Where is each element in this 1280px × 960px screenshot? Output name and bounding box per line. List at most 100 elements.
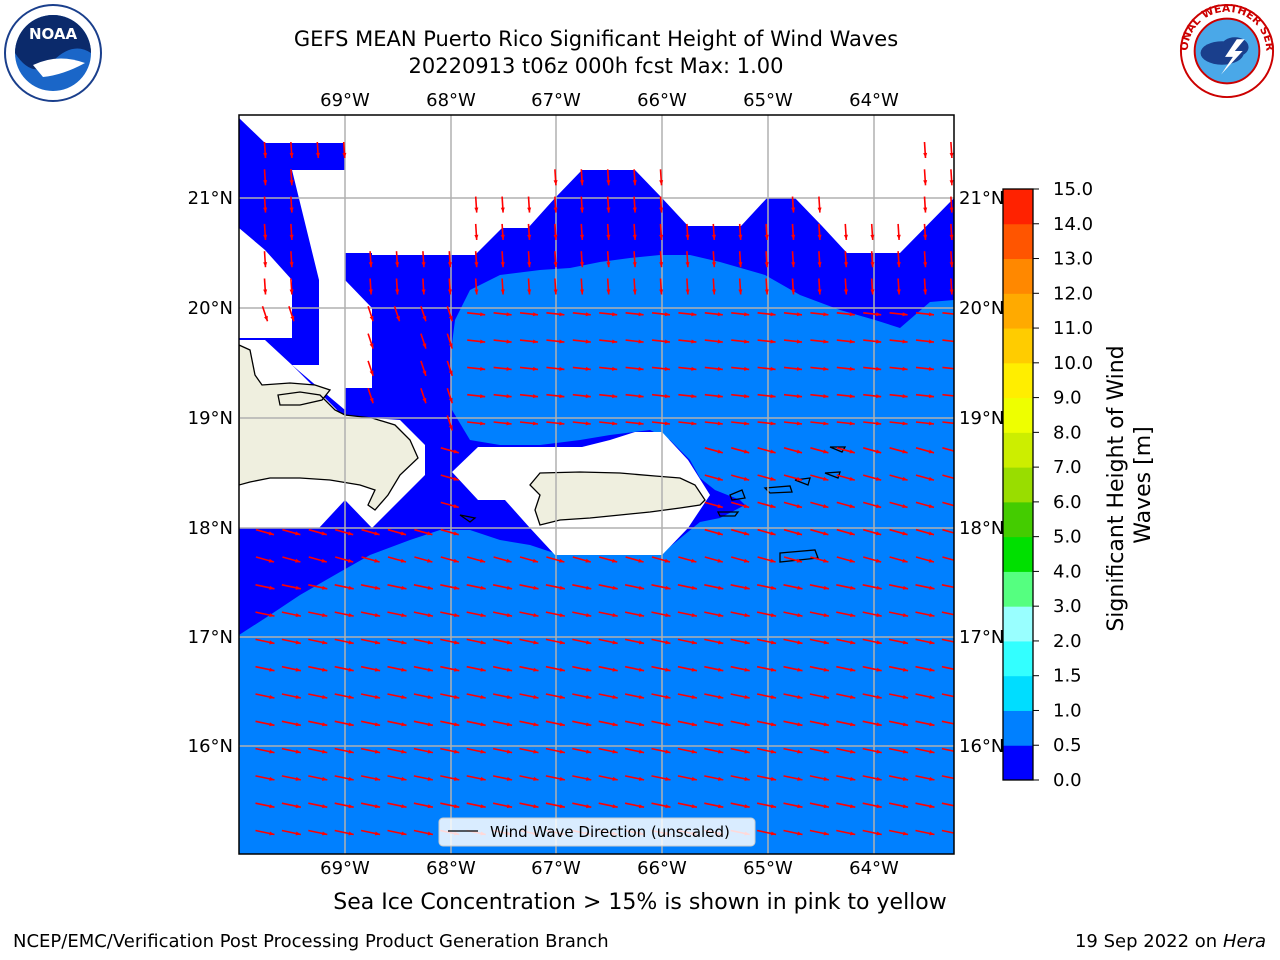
wave-direction-arrow bbox=[704, 421, 723, 426]
wave-direction-arrow bbox=[836, 720, 856, 727]
wave-direction-arrow bbox=[756, 665, 777, 672]
colorbar-segment bbox=[1003, 675, 1033, 711]
wave-direction-arrow bbox=[757, 556, 776, 563]
wave-direction-arrow bbox=[447, 278, 452, 295]
lat-label-right: 21°N bbox=[959, 188, 1004, 209]
wave-direction-arrow bbox=[888, 829, 909, 836]
wave-direction-arrow bbox=[308, 693, 328, 699]
wave-direction-arrow bbox=[915, 393, 935, 399]
lon-label-bottom: 69°W bbox=[320, 858, 370, 879]
wave-direction-arrow bbox=[606, 251, 611, 268]
wave-direction-arrow bbox=[678, 339, 697, 344]
wave-direction-arrow bbox=[889, 556, 908, 563]
wave-direction-arrow bbox=[368, 278, 373, 295]
lon-label-bottom: 68°W bbox=[426, 858, 476, 879]
wave-direction-arrow bbox=[651, 638, 671, 645]
wave-direction-arrow bbox=[941, 665, 954, 671]
wave-direction-arrow bbox=[519, 421, 539, 426]
wave-direction-arrow bbox=[889, 393, 908, 399]
wave-direction-arrow bbox=[731, 312, 750, 317]
colorbar-segment bbox=[1003, 432, 1033, 468]
noaa-logo-icon: NOAA bbox=[4, 4, 102, 102]
wave-direction-arrow bbox=[678, 421, 697, 426]
wave-direction-arrow bbox=[519, 802, 539, 809]
wave-direction-arrow bbox=[360, 802, 381, 809]
wave-direction-arrow bbox=[474, 278, 479, 295]
wave-direction-arrow bbox=[545, 693, 566, 699]
lat-label-left: 16°N bbox=[188, 736, 233, 757]
wave-direction-arrow bbox=[553, 196, 558, 213]
wave-direction-arrow bbox=[395, 278, 400, 295]
wave-direction-arrow bbox=[889, 447, 908, 454]
wave-direction-arrow bbox=[545, 747, 566, 754]
wave-direction-arrow bbox=[308, 638, 328, 645]
wave-direction-arrow bbox=[685, 251, 690, 268]
wave-direction-arrow bbox=[704, 474, 724, 481]
wave-direction-arrow bbox=[492, 638, 513, 645]
wave-direction-arrow bbox=[367, 306, 374, 322]
wave-direction-arrow bbox=[527, 196, 532, 213]
colorbar-segment bbox=[1003, 640, 1033, 677]
wave-direction-arrow bbox=[360, 693, 381, 699]
wave-direction-arrow bbox=[836, 665, 856, 672]
wave-direction-arrow bbox=[888, 584, 909, 590]
wave-direction-arrow bbox=[624, 638, 645, 645]
wave-direction-arrow bbox=[519, 556, 539, 563]
wave-direction-arrow bbox=[572, 775, 592, 781]
wave-direction-arrow bbox=[756, 829, 777, 836]
wave-direction-arrow bbox=[757, 447, 776, 454]
wave-direction-arrow bbox=[677, 720, 698, 727]
wave-direction-arrow bbox=[599, 312, 618, 317]
wave-direction-arrow bbox=[519, 584, 539, 590]
wave-direction-arrow bbox=[579, 251, 584, 268]
wave-direction-arrow bbox=[677, 747, 698, 754]
wave-direction-arrow bbox=[941, 693, 954, 698]
date-text: 19 Sep 2022 on bbox=[1074, 931, 1218, 952]
wave-direction-arrow bbox=[519, 720, 539, 727]
wave-direction-arrow bbox=[334, 556, 354, 563]
wave-direction-arrow bbox=[288, 306, 295, 322]
wave-direction-arrow bbox=[731, 366, 750, 371]
wave-direction-arrow bbox=[334, 747, 354, 754]
wave-direction-arrow bbox=[862, 611, 882, 618]
wave-direction-arrow bbox=[836, 421, 855, 426]
wave-direction-arrow bbox=[387, 665, 407, 672]
wave-direction-arrow bbox=[704, 556, 724, 563]
colorbar-tick-label: 11.0 bbox=[1053, 318, 1093, 339]
wave-direction-arrow bbox=[836, 366, 855, 371]
wave-direction-arrow bbox=[730, 693, 750, 699]
wave-direction-arrow bbox=[704, 747, 724, 754]
wave-direction-arrow bbox=[791, 196, 796, 213]
wave-direction-arrow bbox=[704, 447, 724, 454]
wave-direction-arrow bbox=[334, 528, 354, 536]
wave-direction-arrow bbox=[863, 421, 882, 426]
wave-direction-arrow bbox=[836, 829, 856, 836]
colorbar-segment bbox=[1003, 745, 1033, 781]
wave-direction-arrow bbox=[579, 169, 584, 186]
wave-direction-arrow bbox=[545, 665, 566, 672]
wave-direction-arrow bbox=[704, 802, 724, 809]
wave-direction-arrow bbox=[361, 556, 380, 563]
wave-direction-arrow bbox=[553, 223, 558, 240]
wave-direction-arrow bbox=[500, 251, 505, 268]
wave-direction-arrow bbox=[836, 501, 856, 509]
wave-direction-arrow bbox=[678, 366, 697, 371]
ice-note: Sea Ice Concentration > 15% is shown in … bbox=[333, 890, 947, 915]
wave-direction-arrow bbox=[281, 584, 302, 590]
wave-direction-arrow bbox=[546, 556, 565, 563]
wave-direction-arrow bbox=[572, 747, 592, 754]
wave-direction-arrow bbox=[579, 278, 584, 295]
wave-direction-arrow bbox=[632, 278, 637, 295]
colorbar-segment bbox=[1003, 223, 1033, 260]
wave-direction-arrow bbox=[923, 278, 928, 295]
host-text: Hera bbox=[1222, 931, 1266, 952]
wave-direction-arrow bbox=[606, 223, 611, 240]
wave-direction-arrow bbox=[863, 393, 882, 399]
wave-direction-arrow bbox=[783, 829, 803, 836]
wave-direction-arrow bbox=[289, 251, 294, 268]
wave-direction-arrow bbox=[836, 393, 855, 399]
wave-direction-arrow bbox=[757, 528, 776, 536]
wave-direction-arrow bbox=[836, 447, 856, 454]
wave-direction-arrow bbox=[685, 278, 690, 295]
wave-direction-arrow bbox=[255, 693, 275, 699]
